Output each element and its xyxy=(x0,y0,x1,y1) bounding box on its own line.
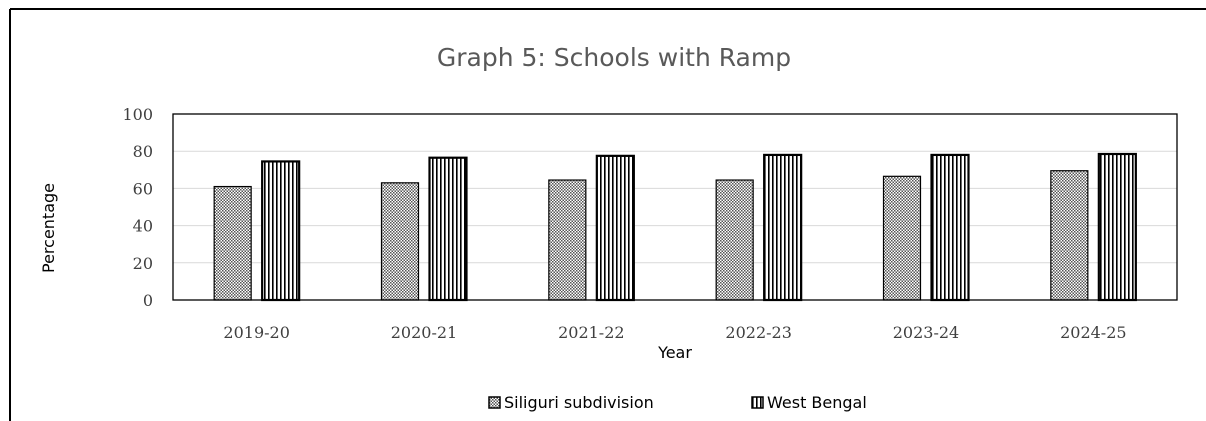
bar-west-bengal-2024-25 xyxy=(1097,152,1137,302)
x-tick-label: 2021-22 xyxy=(558,323,624,342)
y-tick-label: 100 xyxy=(122,105,153,124)
bar-west-bengal-2023-24 xyxy=(930,153,970,302)
legend-label-west-bengal: West Bengal xyxy=(767,393,867,412)
bar-west-bengal-2020-21 xyxy=(428,156,468,302)
gridlines xyxy=(173,150,1177,264)
y-tick-label: 40 xyxy=(133,217,153,236)
bar-siliguri-2019-20 xyxy=(213,185,252,301)
bar-west-bengal-2022-23 xyxy=(763,153,803,302)
legend-swatch-siliguri xyxy=(488,396,501,409)
x-tick-label: 2020-21 xyxy=(391,323,457,342)
bar-siliguri-2024-25 xyxy=(1050,170,1089,301)
y-tick-label: 60 xyxy=(133,179,153,198)
x-axis-label: Year xyxy=(657,343,692,362)
y-tick-label: 0 xyxy=(143,291,153,310)
x-axis-ticks: 2019-20 2020-21 2021-22 2022-23 2023-24 2024-… xyxy=(223,323,1126,342)
x-tick-label: 2019-20 xyxy=(223,323,289,342)
bar-siliguri-2023-24 xyxy=(882,175,922,301)
bar-siliguri-2021-22 xyxy=(548,179,587,301)
y-tick-label: 20 xyxy=(133,254,153,273)
y-axis-ticks: 0 20 40 60 80 100 xyxy=(122,105,153,310)
bar-west-bengal-2021-22 xyxy=(595,154,635,302)
legend-label-siliguri: Siliguri subdivision xyxy=(504,393,654,412)
bar-siliguri-2020-21 xyxy=(380,182,420,301)
bars xyxy=(213,152,1137,302)
bar-west-bengal-2019-20 xyxy=(261,160,301,302)
legend: Siliguri subdivision West Bengal xyxy=(488,393,867,412)
plot-area-border xyxy=(172,113,1178,301)
legend-swatch-west-bengal xyxy=(751,396,764,409)
x-tick-label: 2022-23 xyxy=(725,323,791,342)
y-axis-label: Percentage xyxy=(39,183,58,273)
y-tick-label: 80 xyxy=(133,142,153,161)
x-tick-label: 2023-24 xyxy=(893,323,959,342)
chart-title: Graph 5: Schools with Ramp xyxy=(437,43,791,72)
x-tick-label: 2024-25 xyxy=(1060,323,1126,342)
bar-siliguri-2022-23 xyxy=(715,179,754,301)
